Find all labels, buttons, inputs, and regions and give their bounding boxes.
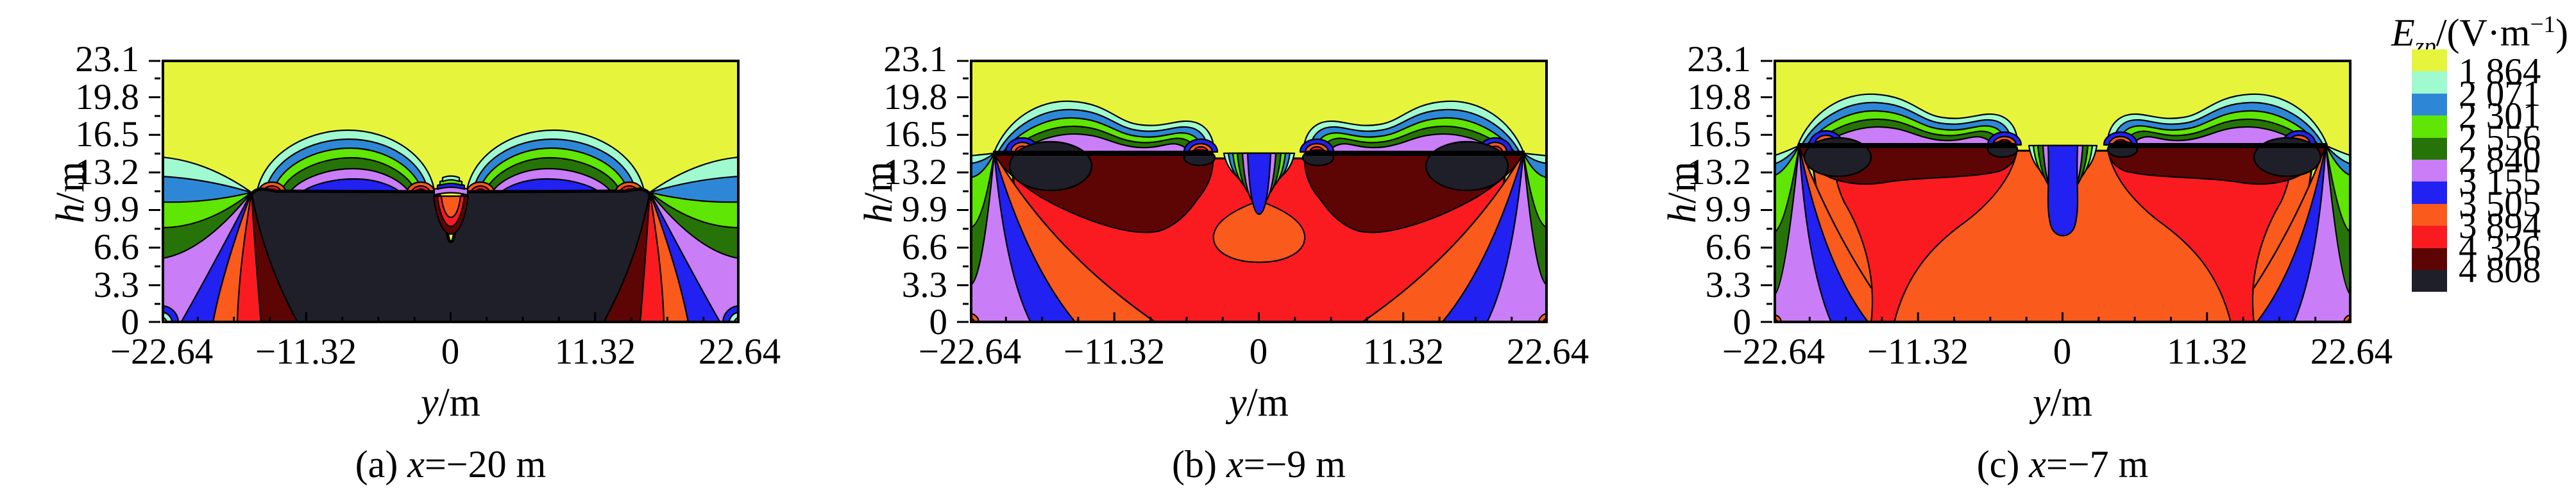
y-tick-label: 23.1 (883, 39, 947, 80)
legend-value: 2 556 (2459, 118, 2541, 158)
caption-c: (c) x=−7 m (1976, 443, 2149, 485)
y-tick-label: 13.2 (1687, 152, 1751, 192)
x-tick-label: 22.64 (1506, 332, 1589, 372)
y-tick-label: 0 (121, 302, 140, 342)
x-tick-label: 11.32 (2166, 332, 2248, 372)
x-tick-label: −11.32 (1867, 332, 1969, 372)
y-axis-label: h/m (49, 161, 92, 224)
colorbar-title: Ezp/(V·m−1) (2391, 12, 2568, 60)
legend-swatch-6 (2412, 181, 2447, 204)
y-tick-label: 3.3 (1705, 265, 1751, 305)
y-tick-label: 23.1 (1687, 39, 1751, 80)
legend-swatch-10 (2412, 269, 2447, 292)
x-tick-label: 0 (1249, 332, 1268, 372)
y-tick-label: 19.8 (1687, 77, 1751, 117)
y-axis-label: h/m (1661, 161, 1704, 224)
legend-value: 3 505 (2459, 184, 2541, 224)
legend-value: 4 808 (2459, 250, 2541, 291)
y-tick-label: 0 (929, 302, 948, 342)
x-tick-label: 22.64 (698, 332, 781, 372)
y-axis-ticks (1761, 60, 1772, 323)
x-tick-label: 11.32 (554, 332, 636, 372)
legend-swatch-1 (2412, 71, 2447, 94)
legend-swatch-8 (2412, 226, 2447, 248)
colorbar-swatches (2412, 49, 2447, 292)
legend-value: 3 155 (2459, 162, 2541, 202)
y-axis-tick-labels-a: 23.1 19.8 16.5 13.2 9.9 6.6 3.3 0 (13, 0, 139, 497)
y-tick-label: 16.5 (75, 114, 139, 155)
legend-swatch-5 (2412, 159, 2447, 182)
x-tick-label: 22.64 (2310, 332, 2393, 372)
x-tick-label: 0 (2053, 332, 2072, 372)
y-tick-label: 16.5 (1687, 114, 1751, 155)
contour-plot-b (970, 60, 1548, 323)
legend-swatch-4 (2412, 137, 2447, 160)
y-axis-label: h/m (857, 161, 901, 224)
y-tick-label: 6.6 (93, 227, 139, 267)
x-axis-label: y/m (421, 381, 480, 425)
y-tick-label: 13.2 (75, 152, 139, 192)
x-axis-label: y/m (1229, 381, 1289, 425)
legend-value: 1 864 (2459, 51, 2541, 92)
y-tick-label: 9.9 (901, 189, 947, 230)
y-tick-label: 9.9 (1705, 189, 1751, 230)
y-tick-label: 6.6 (901, 227, 947, 267)
legend-swatch-9 (2412, 248, 2447, 270)
y-tick-label: 19.8 (883, 77, 947, 117)
caption-a: (a) x=−20 m (355, 443, 547, 485)
legend-swatch-3 (2412, 115, 2447, 138)
legend-value: 2 840 (2459, 140, 2541, 180)
y-tick-label: 9.9 (93, 189, 139, 230)
y-axis-ticks (149, 60, 160, 323)
x-tick-label: −22.64 (110, 332, 214, 372)
contour-plot-c (1774, 60, 2351, 323)
x-tick-label: −11.32 (255, 332, 357, 372)
legend-value: 3 894 (2459, 206, 2541, 246)
x-axis-label: y/m (2033, 381, 2092, 425)
panel-b: 23.1 19.8 16.5 13.2 9.9 6.6 3.3 0 h/m (808, 0, 1616, 497)
legend-swatch-2 (2412, 93, 2447, 116)
x-tick-label: 11.32 (1362, 332, 1445, 372)
y-tick-label: 19.8 (75, 77, 139, 117)
x-tick-label: −22.64 (918, 332, 1022, 372)
caption-b: (b) x=−9 m (1172, 443, 1346, 485)
legend-value: 2 071 (2459, 74, 2541, 114)
y-tick-label: 23.1 (75, 39, 139, 80)
y-axis-tick-labels-c: 23.1 19.8 16.5 13.2 9.9 6.6 3.3 0 (1625, 0, 1751, 497)
y-tick-label: 13.2 (883, 152, 947, 192)
contour-plot-a (162, 60, 740, 323)
panel-a: 23.1 19.8 16.5 13.2 9.9 6.6 3.3 0 h/m (0, 0, 808, 497)
panel-c: 23.1 19.8 16.5 13.2 9.9 6.6 3.3 0 h/m (1612, 0, 2420, 497)
y-tick-label: 16.5 (883, 114, 947, 155)
x-tick-label: −11.32 (1063, 332, 1165, 372)
legend-value: 2 301 (2459, 96, 2541, 136)
legend-value: 4 326 (2459, 228, 2541, 269)
y-tick-label: 3.3 (901, 265, 947, 305)
y-axis-tick-labels-b: 23.1 19.8 16.5 13.2 9.9 6.6 3.3 0 (821, 0, 947, 497)
y-tick-label: 0 (1733, 302, 1752, 342)
y-tick-label: 6.6 (1705, 227, 1751, 267)
legend-swatch-7 (2412, 203, 2447, 226)
colorbar: Ezp/(V·m−1) 1 864 2 071 2 301 2 556 2 84… (2322, 0, 2576, 497)
x-tick-label: −22.64 (1722, 332, 1826, 372)
y-axis-ticks (957, 60, 969, 323)
x-tick-label: 0 (441, 332, 460, 372)
legend-swatch-0 (2412, 49, 2447, 72)
y-tick-label: 3.3 (93, 265, 139, 305)
